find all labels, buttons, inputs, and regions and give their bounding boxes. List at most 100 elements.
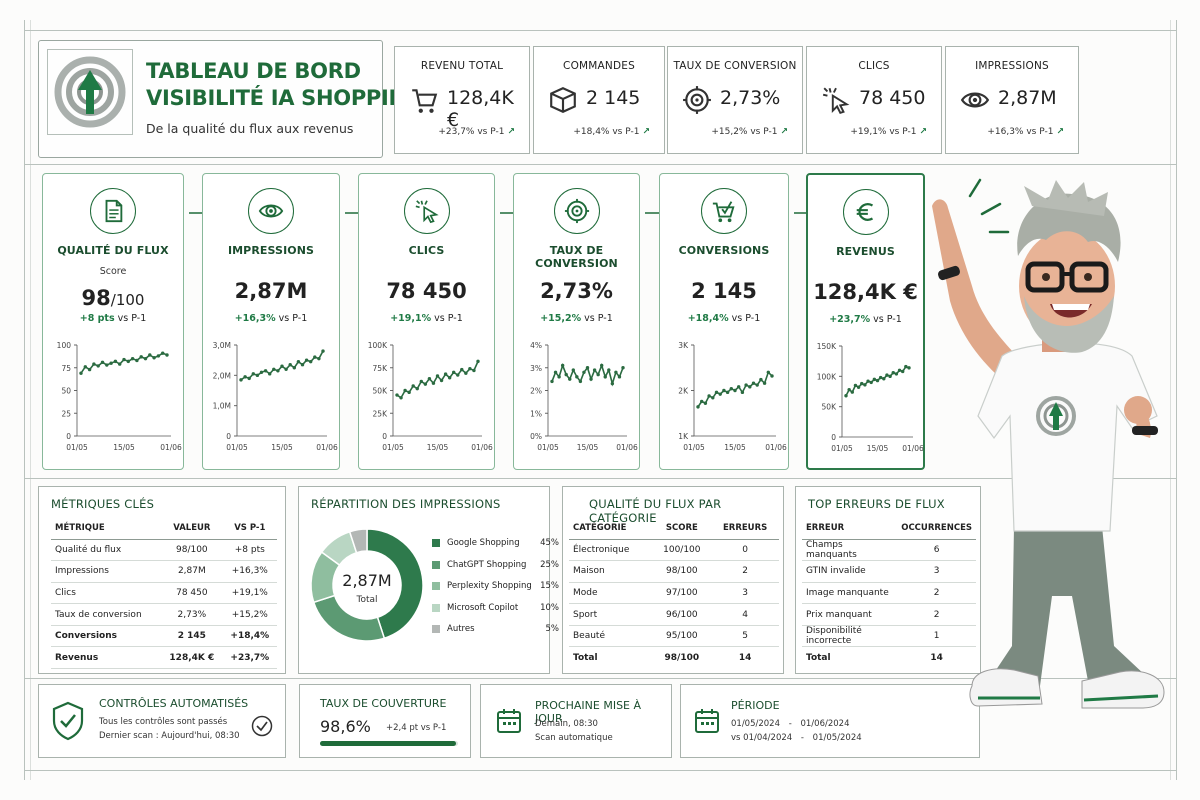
funnel-delta-ref: vs P-1 [434, 313, 463, 324]
data-point [300, 363, 305, 367]
data-point [733, 388, 737, 393]
data-point [411, 384, 415, 388]
coverage-delta: +2,4 pt vs P-1 [386, 723, 447, 733]
funnel-delta-value: +23,7% [829, 314, 871, 325]
funnel-delta-ref: vs P-1 [873, 314, 902, 325]
funnel-value-unit: /100 [110, 291, 145, 309]
kpi-delta-ref: vs P-1 [1026, 127, 1054, 137]
y-tick-label: 100 [57, 341, 72, 350]
funnel-icon-circle [701, 188, 747, 234]
data-point [435, 374, 440, 378]
table-row: Impressions 2,87M +16,3% [51, 560, 277, 583]
data-point [83, 365, 87, 369]
funnel-value: 2,73% [540, 279, 613, 303]
y-tick-label: 3% [530, 364, 542, 373]
kpi-label: REVENU TOTAL [420, 60, 504, 72]
table-cell: Impressions [51, 560, 162, 583]
data-point [87, 367, 92, 372]
legend-item: Microsoft Copilot 10% [432, 602, 559, 614]
legend-percent: 10% [540, 602, 559, 613]
kpi-card: COMMANDES 2 145 +18,4% vs P-1 ↗ [533, 46, 665, 154]
table-row: Image manquante 2 [802, 582, 976, 605]
coverage-progress-track [320, 741, 458, 746]
y-tick-label: 25 [61, 409, 71, 418]
data-point [592, 368, 597, 372]
data-point [156, 354, 161, 358]
legend-item: Autres 5% [432, 623, 559, 635]
table-cell: 3 [711, 582, 779, 605]
data-point [744, 383, 748, 387]
data-point [907, 366, 911, 370]
coverage-progress-fill [320, 741, 457, 746]
chart-axes [392, 345, 482, 437]
table-row: Champs manquants 6 [802, 539, 976, 562]
x-tick-label: 01/06 [616, 443, 638, 452]
data-point [296, 359, 301, 364]
title-line-2: VISIBILITÉ IA SHOPPING [146, 86, 423, 110]
chart-axes [76, 345, 171, 437]
y-tick-label: 50K [822, 403, 838, 412]
document-icon [105, 199, 123, 223]
metrics-title: MÉTRIQUES CLÉS [51, 497, 155, 511]
data-point [105, 363, 109, 367]
data-point [603, 375, 607, 379]
table-cell: Beauté [569, 625, 653, 648]
table-row: Prix manquant 2 [802, 603, 976, 626]
table-cell: Image manquante [802, 582, 898, 605]
funnel-card: REVENUS 128,4K € +23,7% vs P-1 150K 100K 50K 0… [806, 173, 925, 470]
table-cell: +16,3% [222, 560, 277, 583]
data-point [550, 379, 554, 384]
next-update-mode: Scan automatique [535, 733, 613, 743]
data-point [560, 363, 565, 368]
box-icon [550, 87, 576, 113]
y-tick-label: 0% [530, 432, 542, 441]
data-point [109, 361, 113, 365]
data-point [711, 396, 715, 400]
table-cell: Revenus [51, 646, 162, 670]
x-tick-label: 15/05 [867, 444, 889, 453]
donut-center-value: 2,87M [342, 571, 392, 590]
data-point [901, 369, 905, 374]
frame-line [24, 770, 1176, 771]
period-current: 01/05/2024 - 01/06/2024 [731, 719, 849, 729]
funnel-delta-ref: vs P-1 [117, 313, 147, 324]
table-cell: 98/100 [652, 560, 712, 583]
table-cell: 95/100 [652, 625, 712, 648]
table-cell: Maison [569, 560, 653, 583]
data-point [399, 396, 403, 400]
legend-name: ChatGPT Shopping [447, 559, 527, 570]
y-tick-label: 100K [368, 341, 388, 350]
trend-up-icon: ↗ [919, 127, 927, 137]
data-point [844, 394, 848, 398]
frame-line [30, 20, 31, 780]
funnel-delta-value: +19,1% [390, 313, 432, 324]
funnel-delta: +15,2% vs P-1 [514, 313, 639, 324]
data-point [321, 349, 325, 353]
funnel-delta-ref: vs P-1 [278, 313, 308, 324]
coverage-panel: TAUX DE COUVERTURE 98,6% +2,4 pt vs P-1 [299, 684, 471, 758]
table-cell: 2 [711, 560, 779, 583]
header-panel [38, 40, 383, 158]
data-point [568, 377, 572, 381]
cart-icon [412, 89, 438, 113]
data-point [700, 399, 704, 404]
legend-swatch [432, 539, 440, 547]
data-point [464, 371, 468, 375]
calendar-icon [497, 709, 521, 733]
x-tick-label: 01/06 [902, 444, 924, 453]
kpi-value: 128,4K € [447, 87, 514, 131]
data-point [600, 363, 604, 368]
data-point [582, 370, 586, 374]
data-point [161, 351, 165, 355]
table-cell: 78 450 [161, 582, 223, 605]
data-point [872, 377, 877, 382]
trend-up-icon: ↗ [780, 127, 788, 137]
trend-up-icon: ↗ [642, 127, 650, 137]
data-point [395, 393, 399, 397]
data-point [96, 364, 100, 368]
table-row: Qualité du flux 98/100 +8 pts [51, 539, 277, 562]
data-point [239, 378, 243, 382]
sparkline-chart: 150K 100K 50K 0 01/05 15/05 01/06 [817, 342, 924, 453]
data-point [737, 385, 741, 389]
data-point [875, 378, 880, 383]
